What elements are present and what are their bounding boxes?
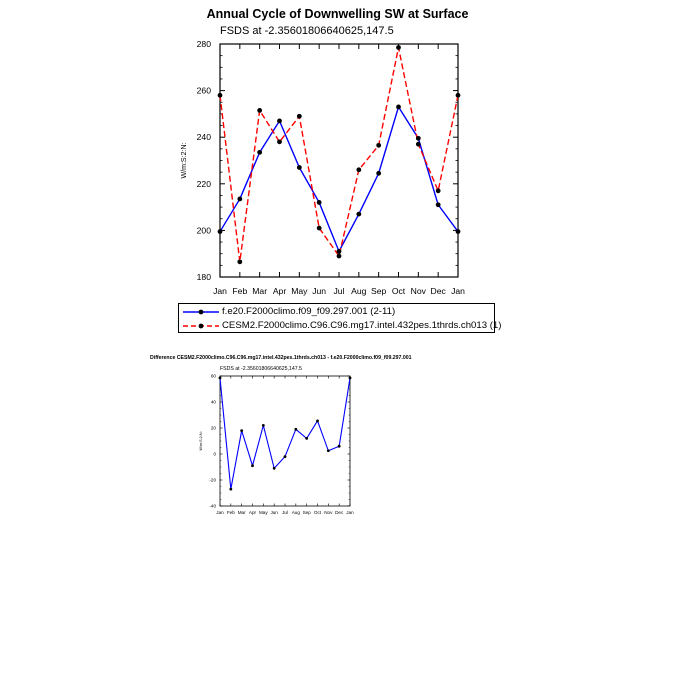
diff-ytick-label: -40 [209,504,216,509]
main-xtick-label: Apr [273,286,287,296]
main-series-1-point [336,248,342,254]
chart-title: Annual Cycle of Downwelling SW at Surfac… [206,7,469,21]
diff-series-1-point [294,427,298,431]
main-xtick-label: Mar [252,286,267,296]
diff-xtick-label: Nov [324,510,333,515]
diff-series-1-point [229,487,233,491]
diff-series-1-point [261,424,265,427]
diff-xtick-label: Jun [270,510,278,515]
diff-ytick-label: 20 [211,426,217,431]
diff-chart-subtitle: FSDS at -2.35601806640625,147.5 [220,366,302,372]
main-ylabel: W/m:S:2:N: [181,142,188,178]
chart-subtitle: FSDS at -2.35601806640625,147.5 [220,25,394,37]
diff-xtick-label: Dec [335,510,344,515]
main-chart: 180 200 220 240 260 280 Jan Feb Mar Apr May Jun Jul A… [181,39,465,296]
main-series-2-point [455,92,461,98]
diff-ytick-label: 40 [211,400,217,405]
main-series-2-point [237,259,243,265]
legend-entry-series1: f.e20.F2000climo.f09_f09.297.001 (2-11) [179,305,494,319]
diff-xtick-label: May [259,510,268,515]
main-ytick-label: 240 [197,132,212,142]
main-series-2-point [396,45,401,50]
diff-series-1-point [272,466,276,470]
main-xtick-label: Oct [392,286,406,296]
main-xtick-label: Nov [411,286,427,296]
diff-xtick-label: Mar [238,510,246,515]
diff-series-1-point [348,376,352,380]
main-ytick-label: 180 [197,272,212,282]
legend-label-series2: CESM2.F2000climo.C96.C96.mg17.intel.432p… [222,320,502,331]
diff-xtick-label: Jan [216,510,224,515]
main-series-1-point [237,196,243,202]
main-ytick-label: 260 [197,86,212,96]
main-ytick-label: 200 [197,225,212,235]
main-series-2-point [296,113,302,119]
main-series-2-point [435,188,441,194]
main-ytick-label: 220 [197,179,212,189]
diff-series-1-point [305,437,309,440]
main-series-2-point [356,167,362,173]
main-series-2-point [217,92,223,98]
main-xtick-label: Jan [213,286,227,296]
main-series-2-point [257,108,263,113]
legend-symbol-series1 [183,309,219,315]
diff-series-1-point [326,449,330,453]
main-series-1-point [296,165,302,170]
main-xtick-label: Dec [431,286,447,296]
diff-ytick-label: 60 [211,374,217,379]
legend-symbol-series2 [183,323,219,329]
diff-series-1-point [283,455,287,458]
diff-xtick-label: Apr [249,510,257,515]
main-series-2-point [316,225,322,231]
diff-chart-title: Difference CESM2.F2000climo.C96.C96.mg17… [150,355,412,361]
diff-xtick-label: Aug [292,510,301,515]
main-series-1-point [435,202,441,208]
main-series-1-point [376,170,382,176]
diff-xtick-label: Sep [303,510,312,515]
main-series-1-point [316,200,322,205]
main-xtick-label: May [291,286,308,296]
diff-series-1-point [251,464,254,468]
diff-series-1-point [218,376,222,380]
main-series-1-point [415,135,421,141]
main-series-2-point [415,141,421,147]
diff-xtick-label: Jan [346,510,354,515]
main-series-1-point [277,118,282,124]
main-series-1-point [455,229,461,234]
diff-series-1-point [240,429,244,432]
diff-series-1-line [219,377,351,490]
main-series-1-point [396,104,401,110]
diff-ytick-label: -20 [209,478,216,483]
main-xtick-label: Jul [334,286,345,296]
main-xtick-label: Feb [232,286,247,296]
legend-label-series1: f.e20.F2000climo.f09_f09.297.001 (2-11) [222,306,396,317]
main-xtick-label: Jun [312,286,326,296]
diff-series-1-point [316,419,319,423]
diff-xtick-label: Oct [314,510,322,515]
main-series-1-point [356,211,362,217]
diff-series-1-point [337,444,341,448]
main-series-1-point [217,229,223,234]
diff-ylabel: W/m:S:2:N: [199,431,203,450]
main-series-2-point [336,253,342,259]
legend-entry-series2: CESM2.F2000climo.C96.C96.mg17.intel.432p… [179,319,501,333]
diff-xtick-label: Jul [282,510,288,515]
main-series-1-point [257,149,263,155]
main-xtick-label: Jan [451,286,465,296]
chart-legend: f.e20.F2000climo.f09_f09.297.001 (2-11) … [178,303,501,333]
diff-ytick-label: 0 [213,452,216,457]
main-series-2-point [376,142,382,148]
main-xtick-label: Aug [351,286,367,296]
main-series-2-point [277,139,282,145]
main-ytick-label: 280 [197,39,212,49]
main-xtick-label: Sep [371,286,387,296]
diff-xtick-label: Feb [227,510,235,515]
